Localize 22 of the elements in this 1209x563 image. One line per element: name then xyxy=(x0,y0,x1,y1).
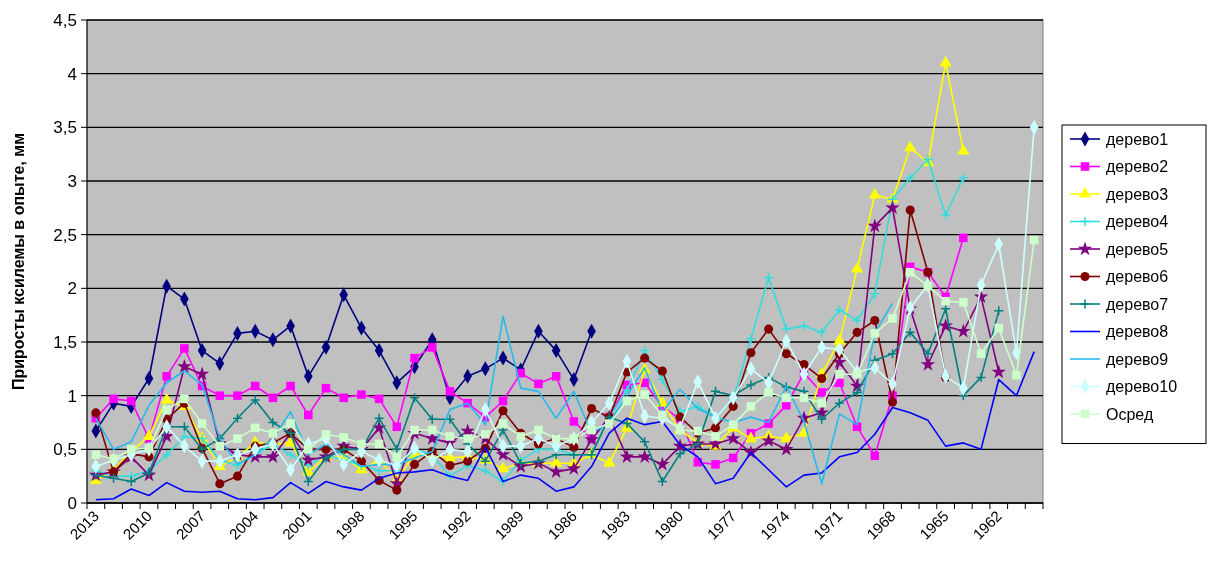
legend-label: дерево5 xyxy=(1106,240,1169,258)
legend-label: дерево9 xyxy=(1106,350,1169,368)
y-tick-label: 3 xyxy=(67,171,77,191)
legend-label: Осред xyxy=(1106,405,1154,423)
y-tick-label: 3,5 xyxy=(53,118,77,138)
y-tick-label: 1,5 xyxy=(53,332,77,352)
legend-label: дерево7 xyxy=(1106,295,1169,313)
legend-label: дерево2 xyxy=(1106,158,1169,176)
y-tick-label: 2 xyxy=(67,279,77,299)
legend-label: дерево1 xyxy=(1106,130,1169,148)
legend-label: дерево4 xyxy=(1106,213,1169,231)
y-tick-label: 0 xyxy=(67,493,77,513)
y-tick-label: 4,5 xyxy=(53,10,77,30)
y-tick-label: 4 xyxy=(67,64,77,84)
legend-label: дерево6 xyxy=(1106,268,1169,286)
y-tick-label: 0,5 xyxy=(53,440,77,460)
legend-label: дерево10 xyxy=(1106,378,1178,396)
legend-label: дерево8 xyxy=(1106,323,1169,341)
y-axis-title: Приросты ксилемы в опыте, мм xyxy=(10,132,27,391)
legend-label: дерево3 xyxy=(1106,185,1169,203)
y-tick-label: 1 xyxy=(67,386,77,406)
y-tick-label: 2,5 xyxy=(53,225,77,245)
